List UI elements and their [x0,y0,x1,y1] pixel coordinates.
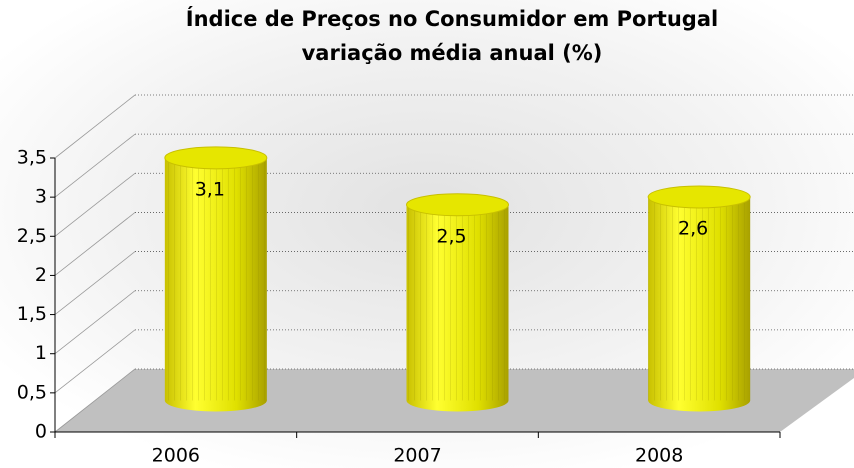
y-tick-label: 1,5 [17,303,47,325]
grid-depth-line [54,290,136,355]
y-tick-label: 2 [35,264,47,286]
grid-depth-line [54,368,136,433]
grid-depth-line [54,251,136,315]
chart-subtitle: variação média anual (%) [302,41,603,65]
cylinder-top [406,193,509,217]
cylinder [164,146,268,412]
y-tick-label: 2,5 [17,225,47,247]
grid-depth-line [54,94,136,159]
y-tick-label: 3,5 [17,147,47,169]
chart-title: Índice de Preços no Consumidor em Portug… [186,6,718,31]
cylinder-stripes [406,204,509,401]
cylinder-top [164,146,268,170]
grid-depth-line [54,329,136,394]
cylinder-stripes [164,157,267,401]
grid-depth-line [54,133,136,198]
value-label: 3,1 [195,178,225,200]
cylinder-top [647,185,751,209]
y-tick-label: 3 [35,186,47,208]
y-tick-label: 0 [35,421,47,443]
grid-depth-line [54,172,136,237]
y-tick-label: 0,5 [17,381,47,403]
grid-depth-line [54,212,136,276]
x-tick-label: 2007 [393,445,441,467]
cylinder-stripes [648,196,751,401]
x-tick-label: 2006 [152,445,200,467]
cylinder [406,193,509,412]
plot-area: 0 0,5 1 1,5 2 2,5 3 3,5 2006 3,1 2007 2,5 2008 2,6 [17,94,854,467]
cylinder [647,185,751,412]
value-label: 2,6 [678,217,708,239]
value-label: 2,5 [436,225,466,247]
x-tick-label: 2008 [635,445,683,467]
y-tick-label: 1 [35,342,47,364]
